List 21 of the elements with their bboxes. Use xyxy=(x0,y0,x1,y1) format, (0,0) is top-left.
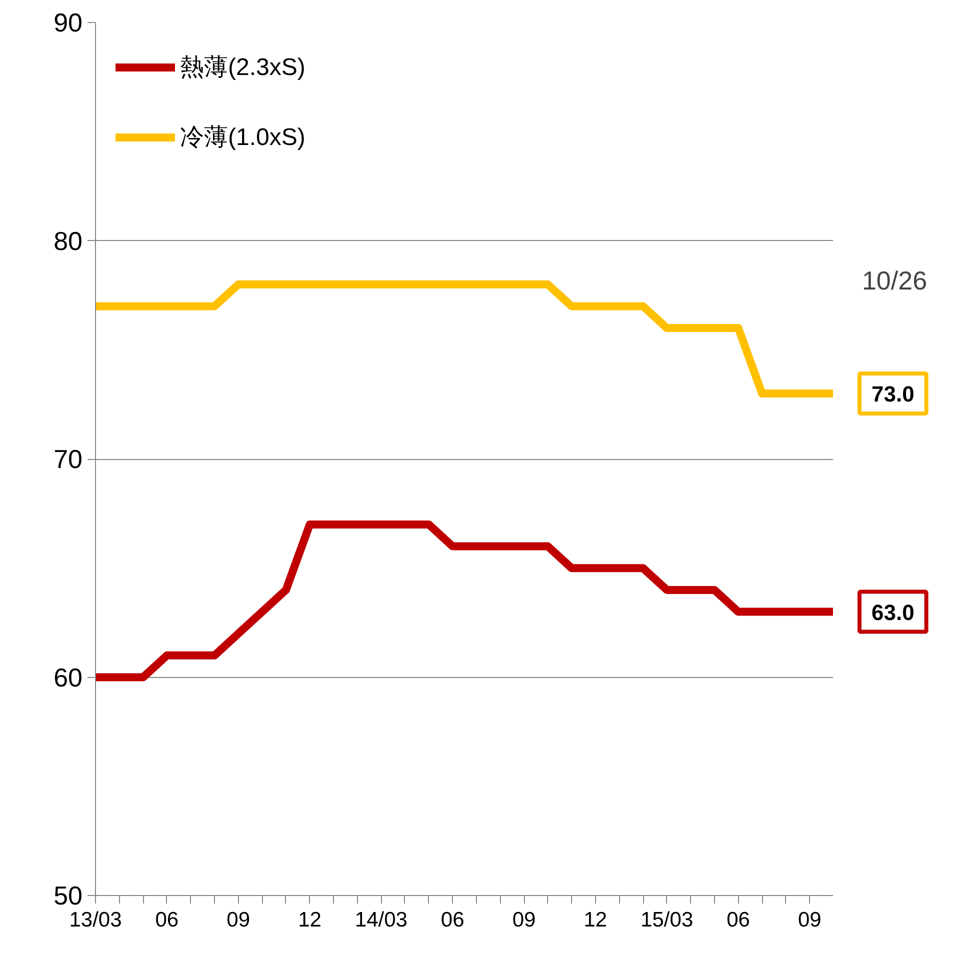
x-tick-label: 13/03 xyxy=(69,908,122,932)
x-tick-label: 12 xyxy=(584,908,608,932)
x-tick-label: 06 xyxy=(726,908,750,932)
x-tick-label: 09 xyxy=(512,908,536,932)
y-tick-label: 90 xyxy=(54,8,82,38)
y-tick-label: 80 xyxy=(54,226,82,256)
x-tick-label: 09 xyxy=(798,908,822,932)
legend-label: 冷薄(1.0xS) xyxy=(180,123,306,153)
x-tick-label: 15/03 xyxy=(640,908,694,932)
y-tick-label: 60 xyxy=(54,662,82,692)
x-tick-label: 06 xyxy=(155,908,179,932)
y-tick-label: 50 xyxy=(54,880,82,910)
x-tick-label: 12 xyxy=(298,908,322,932)
y-tick-label: 70 xyxy=(54,444,82,474)
data-label: 73.0 xyxy=(872,382,914,407)
x-tick-label: 06 xyxy=(440,908,464,932)
x-tick-label: 09 xyxy=(226,908,250,932)
x-tick-label: 14/03 xyxy=(354,908,408,932)
legend-label: 熱薄(2.3xS) xyxy=(180,53,306,83)
text: 10/26 xyxy=(862,266,928,296)
data-label: 63.0 xyxy=(872,600,914,625)
